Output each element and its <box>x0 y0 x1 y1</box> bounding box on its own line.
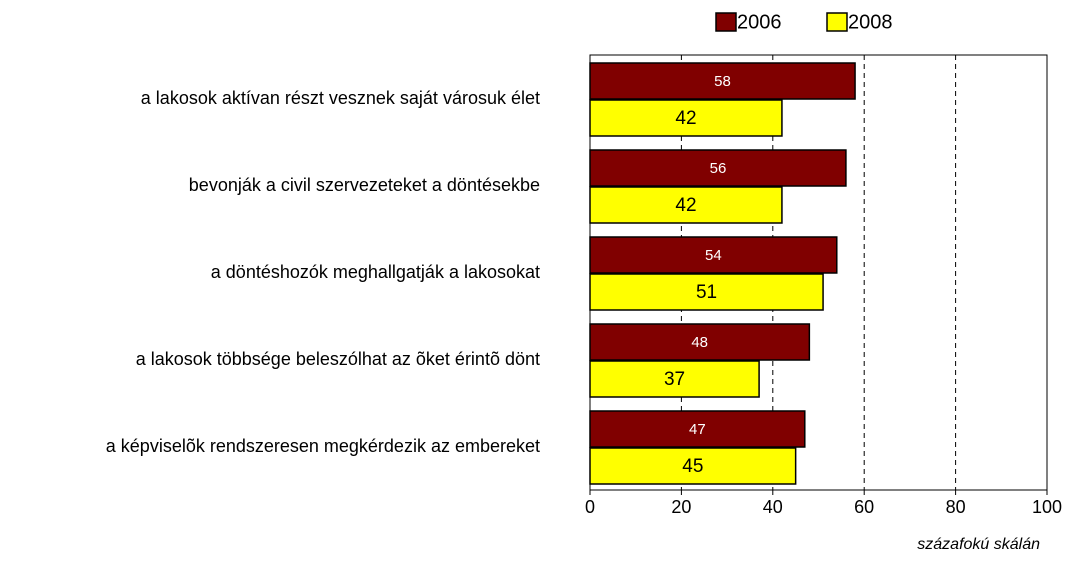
category-label: a lakosok aktívan részt vesznek saját vá… <box>141 88 540 108</box>
value-label: 42 <box>675 108 696 129</box>
x-tick-label: 20 <box>671 497 691 517</box>
bar <box>589 410 806 448</box>
bar <box>589 323 811 361</box>
value-label: 47 <box>689 421 706 438</box>
legend-swatch <box>826 12 848 32</box>
value-label: 48 <box>691 334 708 351</box>
category-label: a döntéshozók meghallgatják a lakosokat <box>211 262 540 282</box>
legend-label: 2006 <box>737 11 782 33</box>
x-axis-label: százafokú skálán <box>917 536 1040 553</box>
value-label: 58 <box>714 73 731 90</box>
value-label: 56 <box>710 160 727 177</box>
category-label: a lakosok többsége beleszólhat az õket é… <box>136 349 540 369</box>
bar <box>589 360 760 398</box>
x-tick-label: 40 <box>763 497 783 517</box>
x-tick-label: 0 <box>585 497 595 517</box>
value-label: 37 <box>664 369 685 390</box>
legend-label: 2008 <box>848 11 893 33</box>
value-label: 54 <box>705 247 722 264</box>
value-label: 42 <box>675 195 696 216</box>
x-tick-label: 100 <box>1032 497 1062 517</box>
bar <box>589 62 856 100</box>
legend-swatch <box>715 12 737 32</box>
x-tick-label: 60 <box>854 497 874 517</box>
category-label: bevonják a civil szervezeteket a döntése… <box>189 175 540 195</box>
category-label: a képviselõk rendszeresen megkérdezik az… <box>106 436 540 456</box>
x-tick-label: 80 <box>946 497 966 517</box>
plot-frame <box>589 54 1048 491</box>
value-label: 51 <box>696 282 717 303</box>
value-label: 45 <box>682 456 703 477</box>
